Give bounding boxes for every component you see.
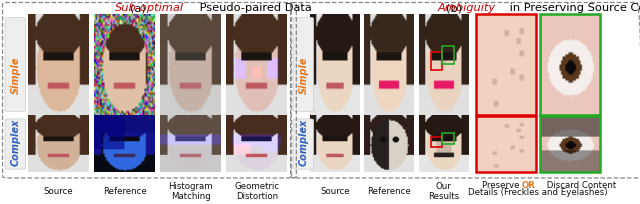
Text: (b): (b) [447, 3, 466, 13]
Bar [442, 46, 454, 64]
Text: Complex: Complex [298, 118, 308, 165]
Bar [476, 15, 536, 115]
Text: Histogram
Matching: Histogram Matching [168, 181, 213, 200]
Bar [431, 137, 442, 147]
Text: Discard Content: Discard Content [543, 181, 616, 190]
FancyBboxPatch shape [293, 18, 314, 112]
Text: Our
Results: Our Results [428, 181, 459, 200]
Text: Pseudo-paired Data: Pseudo-paired Data [196, 3, 312, 13]
Text: Ambiguity: Ambiguity [437, 3, 495, 13]
Text: Simple: Simple [298, 56, 308, 93]
Text: Details (Freckles and Eyelashes): Details (Freckles and Eyelashes) [468, 187, 607, 196]
Text: Reference: Reference [103, 186, 147, 195]
Text: OR: OR [522, 181, 536, 190]
Text: Sub-optimal: Sub-optimal [115, 3, 184, 13]
Text: Source: Source [44, 186, 74, 195]
Text: Reference: Reference [367, 186, 411, 195]
Text: (a): (a) [130, 3, 150, 13]
FancyBboxPatch shape [5, 18, 26, 112]
Bar [476, 116, 536, 172]
FancyBboxPatch shape [293, 119, 314, 169]
Text: Source: Source [320, 186, 349, 195]
Text: Preserve: Preserve [482, 181, 522, 190]
FancyBboxPatch shape [5, 119, 26, 169]
Text: Simple: Simple [10, 56, 20, 93]
Text: Geometric
Distortion: Geometric Distortion [234, 181, 280, 200]
Text: Complex: Complex [10, 118, 20, 165]
Bar [540, 116, 600, 172]
Text: in Preserving Source Contents: in Preserving Source Contents [506, 3, 640, 13]
Bar [540, 15, 600, 115]
Bar [442, 134, 454, 144]
Bar [431, 53, 442, 71]
